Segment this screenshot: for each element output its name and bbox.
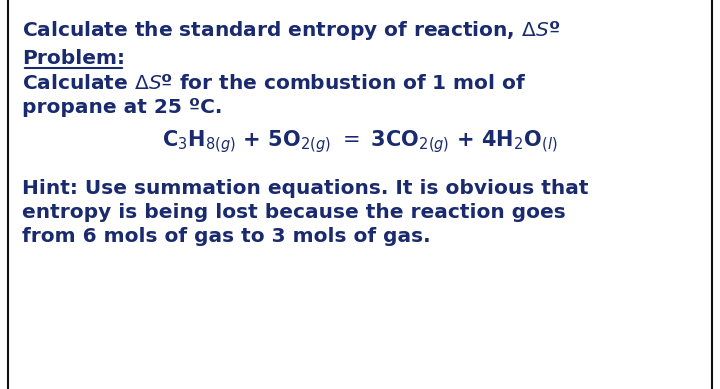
Text: C$_3$H$_{8(g)}$ + 5O$_{2(g)}$ $=$ 3CO$_{2(g)}$ + 4H$_2$O$_{(l)}$: C$_3$H$_{8(g)}$ + 5O$_{2(g)}$ $=$ 3CO$_{… bbox=[162, 128, 558, 155]
Text: Calculate $\Delta \mathit{S}$º for the combustion of 1 mol of: Calculate $\Delta \mathit{S}$º for the c… bbox=[22, 74, 526, 93]
Text: Problem:: Problem: bbox=[22, 49, 125, 68]
Text: propane at 25 ºC.: propane at 25 ºC. bbox=[22, 98, 222, 117]
Text: from 6 mols of gas to 3 mols of gas.: from 6 mols of gas to 3 mols of gas. bbox=[22, 227, 431, 246]
Text: entropy is being lost because the reaction goes: entropy is being lost because the reacti… bbox=[22, 203, 566, 222]
Text: Hint: Use summation equations. It is obvious that: Hint: Use summation equations. It is obv… bbox=[22, 179, 588, 198]
Text: Calculate the standard entropy of reaction, $\Delta \mathit{S}$º: Calculate the standard entropy of reacti… bbox=[22, 19, 560, 42]
